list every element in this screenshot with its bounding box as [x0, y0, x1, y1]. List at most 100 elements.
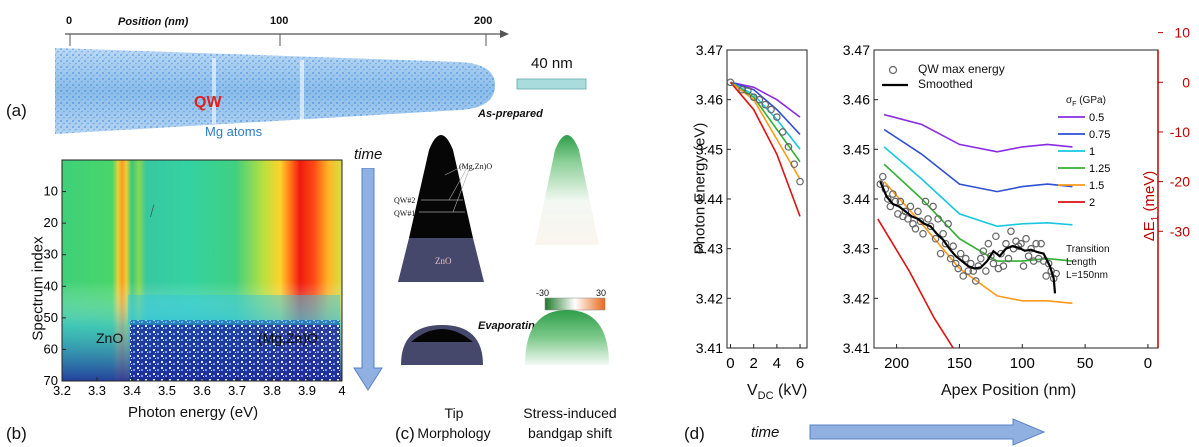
- time-label-horizontal: time: [751, 424, 780, 441]
- qw-data-point: [921, 197, 930, 206]
- x-tick-label: 200: [884, 355, 909, 372]
- scale-bar-label: 40 nm: [531, 55, 573, 72]
- note-transition: Transition: [1066, 244, 1110, 255]
- vdc-chart: 3.41 3.42 3.43 3.44 3.45 3.46 3.47 0 2 4 6: [696, 42, 808, 372]
- x-tick-label: 100: [1010, 355, 1035, 372]
- y-tick-label: 3.45: [843, 141, 870, 157]
- qw-data-point: [961, 254, 970, 263]
- qw-data-point: [987, 252, 995, 260]
- strain-as-prepared: [535, 135, 599, 245]
- delta-e-tick-label: -30: [1170, 223, 1190, 239]
- y-tick-label: 30: [44, 247, 58, 262]
- quantum-well-gap-1: [300, 60, 304, 120]
- qw-data-point: [886, 202, 895, 211]
- series-line-2: [877, 218, 954, 348]
- y-tick-label: 3.42: [843, 290, 870, 306]
- caption-stress-induced: Stress-induced: [523, 405, 617, 421]
- qw-data-point: [989, 259, 998, 268]
- photon-energy-y-label: Photon Energy (eV): [691, 122, 709, 255]
- qw-data-point: [982, 267, 990, 275]
- strain-evaporating: [525, 310, 609, 365]
- y-tick-label: 3.47: [843, 42, 870, 58]
- label-qw2: QW#2: [394, 196, 416, 205]
- qw-data-point: [946, 254, 955, 263]
- x-tick-label: 3.9: [298, 383, 316, 398]
- colorbar: [544, 297, 606, 311]
- qw-data-point: [896, 197, 905, 206]
- caption-tip: Tip: [444, 405, 464, 421]
- zno-annotation: ZnO: [96, 330, 124, 346]
- qw-data-point: [941, 239, 950, 248]
- qw-data-point: [1007, 227, 1015, 236]
- delta-e-tick-label: -20: [1170, 174, 1190, 190]
- qw-data-point: [878, 172, 887, 181]
- y-tick-label: 3.43: [696, 241, 723, 257]
- y-tick-label: 3.45: [696, 141, 723, 157]
- position-tick-0: 0: [66, 15, 73, 27]
- qw-data-point: [1037, 239, 1045, 248]
- apex-x-label: Apex Position (nm): [941, 382, 1077, 399]
- qw-data-point: [926, 222, 935, 231]
- legend-smoothed: Smoothed: [918, 77, 973, 91]
- qw-data-point: [884, 195, 892, 203]
- qw-data-point: [944, 220, 952, 228]
- panel-b-heatmap-chart: 3.2 3.3 3.4 3.5 3.6 3.7 3.8 3.9 4 10 20 30 40 50 60 70…: [44, 159, 346, 398]
- qw-data-point: [784, 143, 793, 151]
- y-tick-label: 70: [44, 373, 58, 388]
- qw-data-point: [727, 78, 735, 87]
- x-tick-label: 3.6: [193, 383, 211, 398]
- note-length: Length: [1066, 257, 1097, 268]
- qw-data-point: [778, 128, 787, 136]
- series-line-2: [729, 81, 801, 217]
- qw-data-point: [979, 247, 988, 255]
- tip-as-prepared: [409, 135, 473, 238]
- colorbar-max: 30: [596, 288, 607, 298]
- colorbar-min: -30: [536, 288, 550, 298]
- x-tick-label: 3.5: [158, 383, 176, 398]
- panel-b-letter: (b): [6, 424, 27, 443]
- qw-data-point: [1042, 272, 1050, 280]
- legend-markers: [882, 65, 908, 87]
- sigma-legend-label: 1.5: [1089, 180, 1104, 192]
- scale-bar: [516, 78, 587, 90]
- quantum-well-gap-2: [212, 58, 216, 124]
- y-tick-label: 10: [44, 184, 58, 199]
- qw-data-point: [1002, 239, 1010, 248]
- x-tick-label: 4: [338, 383, 345, 398]
- position-axis-title: Position (nm): [118, 16, 189, 28]
- series-line-0.75: [883, 128, 1073, 193]
- qw-data-point: [744, 86, 752, 95]
- x-tick-label: 4: [773, 355, 781, 372]
- qw-data-point: [919, 229, 927, 238]
- heatmap-x-ticks: 3.2 3.3 3.4 3.5 3.6 3.7 3.8 3.9 4: [53, 377, 346, 398]
- qw-data-point: [755, 95, 764, 104]
- sigma-legend-label: 1: [1089, 146, 1095, 158]
- as-prepared-title: As-prepared: [478, 108, 543, 120]
- x-tick-label: 6: [796, 355, 804, 372]
- panel-a-letter: (a): [6, 101, 27, 120]
- note-l150nm: L=150nm: [1066, 270, 1108, 281]
- series-line-0.5: [730, 81, 801, 118]
- x-tick-label: 3.2: [53, 383, 71, 398]
- apex-chart-frame: [873, 49, 1159, 349]
- y-tick-label: 3.41: [696, 340, 723, 356]
- position-tick-100: 100: [270, 15, 289, 27]
- qw-data-point: [956, 249, 965, 258]
- legend-qw-max-energy: QW max energy: [918, 62, 1005, 76]
- vdc-x-label: VDC (kV): [747, 382, 808, 403]
- qw-data-point: [916, 217, 925, 226]
- series-line-1: [883, 146, 1073, 228]
- heatmap-noise-region: [130, 320, 340, 381]
- smoothed-line: [879, 181, 1057, 294]
- series-line-1.5: [730, 81, 801, 180]
- qw-data-point: [999, 262, 1008, 270]
- qw-data-point: [767, 105, 775, 114]
- qw-data-point: [1044, 259, 1053, 268]
- y-tick-label: 40: [44, 278, 58, 293]
- qw-data-point: [773, 113, 781, 121]
- qw-data-point: [931, 234, 940, 243]
- y-tick-label: 60: [44, 341, 58, 356]
- qw-data-point: [911, 225, 920, 233]
- qw-data-point: [904, 215, 912, 223]
